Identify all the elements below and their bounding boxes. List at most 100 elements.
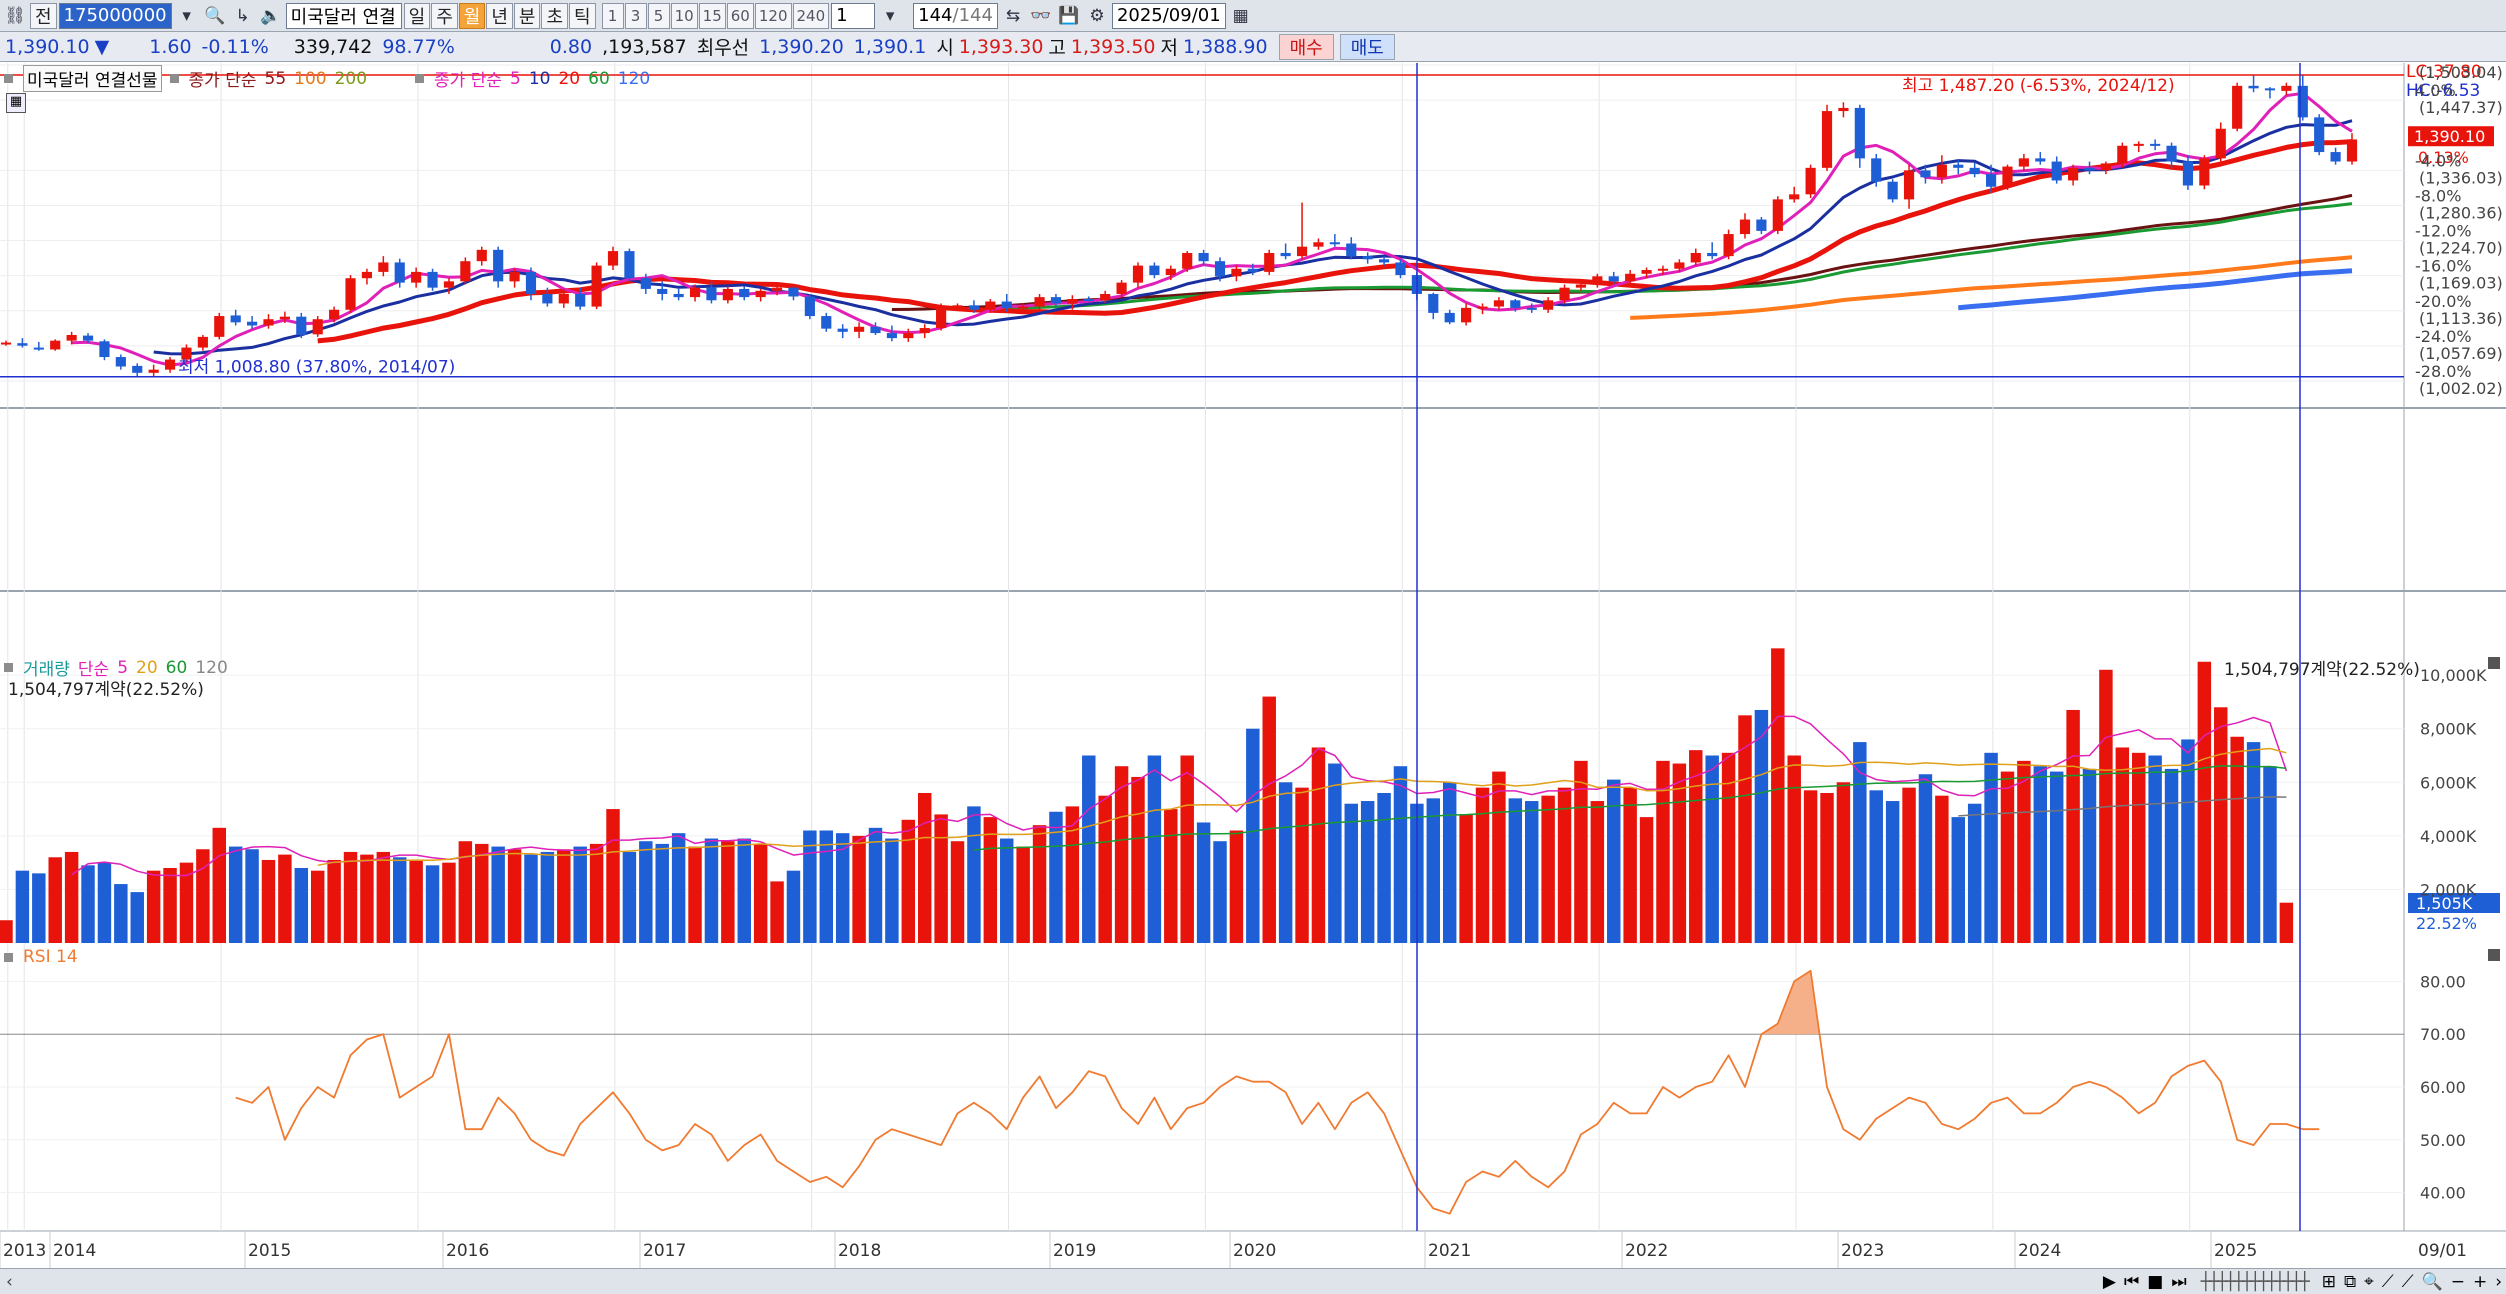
volume-bar: [2279, 902, 2294, 943]
crosshair-icon[interactable]: ⌖: [2364, 1271, 2374, 1292]
volume-bar: [425, 865, 440, 943]
market-selector[interactable]: 전: [30, 2, 57, 29]
save-icon[interactable]: 💾: [1058, 5, 1080, 26]
x-axis-right-label: 09/01: [2418, 1241, 2467, 1261]
candle-body: [1313, 242, 1324, 247]
chart-area[interactable]: 최고 1,487.20 (-6.53%, 2024/12) 최저 1,008.80…: [0, 62, 2506, 1268]
volume-bar: [2033, 766, 2048, 943]
current-price-tag-text: 1,390.10: [2414, 127, 2485, 146]
candle-body: [1985, 174, 1997, 187]
volume-bars: [0, 648, 2294, 943]
minute-step-button[interactable]: 60: [726, 2, 754, 29]
price-axis-value: (1,224.70): [2419, 239, 2503, 258]
speaker-icon[interactable]: 🔈: [260, 5, 282, 26]
volume-bar: [475, 843, 489, 943]
link-arrow-icon[interactable]: ↳: [235, 5, 250, 26]
ma100-label: 100: [294, 68, 327, 89]
current-price: 1,390.10: [5, 35, 90, 58]
volume-tag-text: 1,505K: [2416, 894, 2473, 913]
link-icon[interactable]: ⛓: [4, 5, 26, 26]
scroll-right-icon[interactable]: ›: [2495, 1271, 2502, 1292]
code-input[interactable]: 175000000: [58, 2, 172, 29]
binoculars-icon[interactable]: 👓: [1030, 5, 1052, 26]
scroll-tool-icon[interactable]: ⇆: [1005, 5, 1021, 26]
candle-body: [919, 328, 930, 334]
rsi-axis-label: 60.00: [2420, 1078, 2466, 1097]
period-button[interactable]: 일: [403, 2, 431, 29]
period-button[interactable]: 주: [431, 2, 458, 29]
volume-bar: [343, 851, 358, 943]
volume-bar: [1639, 817, 1654, 943]
minute-step-button[interactable]: 240: [792, 2, 830, 29]
magnifier-icon[interactable]: 🔍: [2421, 1271, 2443, 1292]
window-icon[interactable]: ⧉: [2343, 1271, 2357, 1292]
candle-body: [771, 287, 783, 291]
price-change: 1.60: [149, 35, 192, 58]
volume-ma20-label: 20: [136, 657, 158, 678]
zoom-in-icon[interactable]: +: [2472, 1271, 2488, 1292]
period-button[interactable]: 초: [541, 2, 569, 29]
minute-step-button[interactable]: 15: [698, 2, 726, 29]
low-label: 저: [1160, 37, 1178, 59]
dropdown-arrow-icon[interactable]: ▾: [182, 5, 191, 26]
buy-button[interactable]: 매수: [1278, 33, 1334, 60]
volume-bar: [15, 870, 30, 943]
drawing-tool-icon[interactable]: ⟋: [2381, 1271, 2394, 1292]
play-icon[interactable]: ▶: [2102, 1271, 2116, 1292]
price-axis-value: (1,447.37): [2419, 98, 2503, 117]
volume-bar: [1114, 766, 1129, 943]
grid-toggle-icon[interactable]: ▦: [6, 93, 26, 113]
record-count: 144: [918, 5, 953, 26]
lc-label: LC:37.80: [2406, 63, 2482, 82]
volume-bar: [491, 846, 505, 943]
volume-bar: [97, 862, 112, 943]
legend-marker-icon: [415, 74, 425, 83]
rewind-icon[interactable]: ⏮: [2123, 1271, 2140, 1292]
trendline-icon[interactable]: ⟋: [2401, 1271, 2414, 1292]
ma10-label: 10: [528, 68, 551, 89]
minute-step-button[interactable]: 1: [601, 2, 624, 29]
zoom-slider[interactable]: ┼┼┼┼┼┼┼┼┼┼┼┼┼: [2200, 1271, 2310, 1292]
period-button[interactable]: 분: [513, 2, 541, 29]
layout-icon[interactable]: ⊞: [2321, 1271, 2336, 1292]
volume-bar: [901, 819, 916, 943]
price-panel-title[interactable]: 미국달러 연결선물: [23, 65, 162, 92]
stop-icon[interactable]: ■: [2147, 1271, 2164, 1292]
scroll-left-icon[interactable]: ‹: [6, 1271, 13, 1292]
calendar-icon[interactable]: ▦: [1232, 5, 1249, 26]
minute-step-button[interactable]: 3: [624, 2, 647, 29]
minute-step-button[interactable]: 5: [647, 2, 670, 29]
period-button[interactable]: 년: [486, 2, 513, 29]
period-button[interactable]: 틱: [569, 2, 596, 29]
fast-forward-icon[interactable]: ⏭: [2171, 1271, 2187, 1292]
volume-bar: [2181, 739, 2195, 943]
candle-body: [952, 305, 963, 308]
best-ask: 1,390.1: [853, 35, 927, 58]
minute-step-button[interactable]: 120: [754, 2, 792, 29]
settings-icon[interactable]: ⚙: [1089, 5, 1105, 26]
candle-body: [1936, 164, 1947, 178]
rsi-panel-menu-icon[interactable]: [2488, 949, 2500, 961]
volume-panel-menu-icon[interactable]: [2488, 657, 2500, 669]
scroll-bar[interactable]: ‹ ▶ ⏮ ■ ⏭ ┼┼┼┼┼┼┼┼┼┼┼┼┼ ⊞ ⧉ ⌖ ⟋ ⟋ 🔍 − + …: [0, 1268, 2506, 1294]
period-button[interactable]: 월: [458, 2, 486, 29]
sell-button[interactable]: 매도: [1339, 33, 1395, 60]
date-input[interactable]: 2025/09/01: [1111, 2, 1226, 29]
count-input[interactable]: 1: [831, 2, 876, 29]
zoom-out-icon[interactable]: −: [2450, 1271, 2465, 1292]
chart-canvas[interactable]: 최고 1,487.20 (-6.53%, 2024/12) 최저 1,008.80…: [0, 62, 2506, 1268]
volume-ma60-line: [973, 765, 2287, 851]
volume-bar: [1705, 755, 1719, 943]
candle-body: [1821, 111, 1833, 168]
candle-body: [1575, 284, 1587, 288]
search-icon[interactable]: 🔍: [204, 5, 226, 26]
volume-bar: [1984, 752, 1998, 943]
volume-bar: [1295, 787, 1309, 943]
minute-step-button[interactable]: 10: [670, 2, 698, 29]
candle-body: [1674, 262, 1685, 269]
count-dropdown-icon[interactable]: ▾: [885, 5, 895, 26]
volume-bar: [376, 851, 391, 943]
candle-body: [2150, 143, 2161, 146]
candle-body: [1493, 300, 1504, 307]
volume-bar: [114, 884, 128, 943]
